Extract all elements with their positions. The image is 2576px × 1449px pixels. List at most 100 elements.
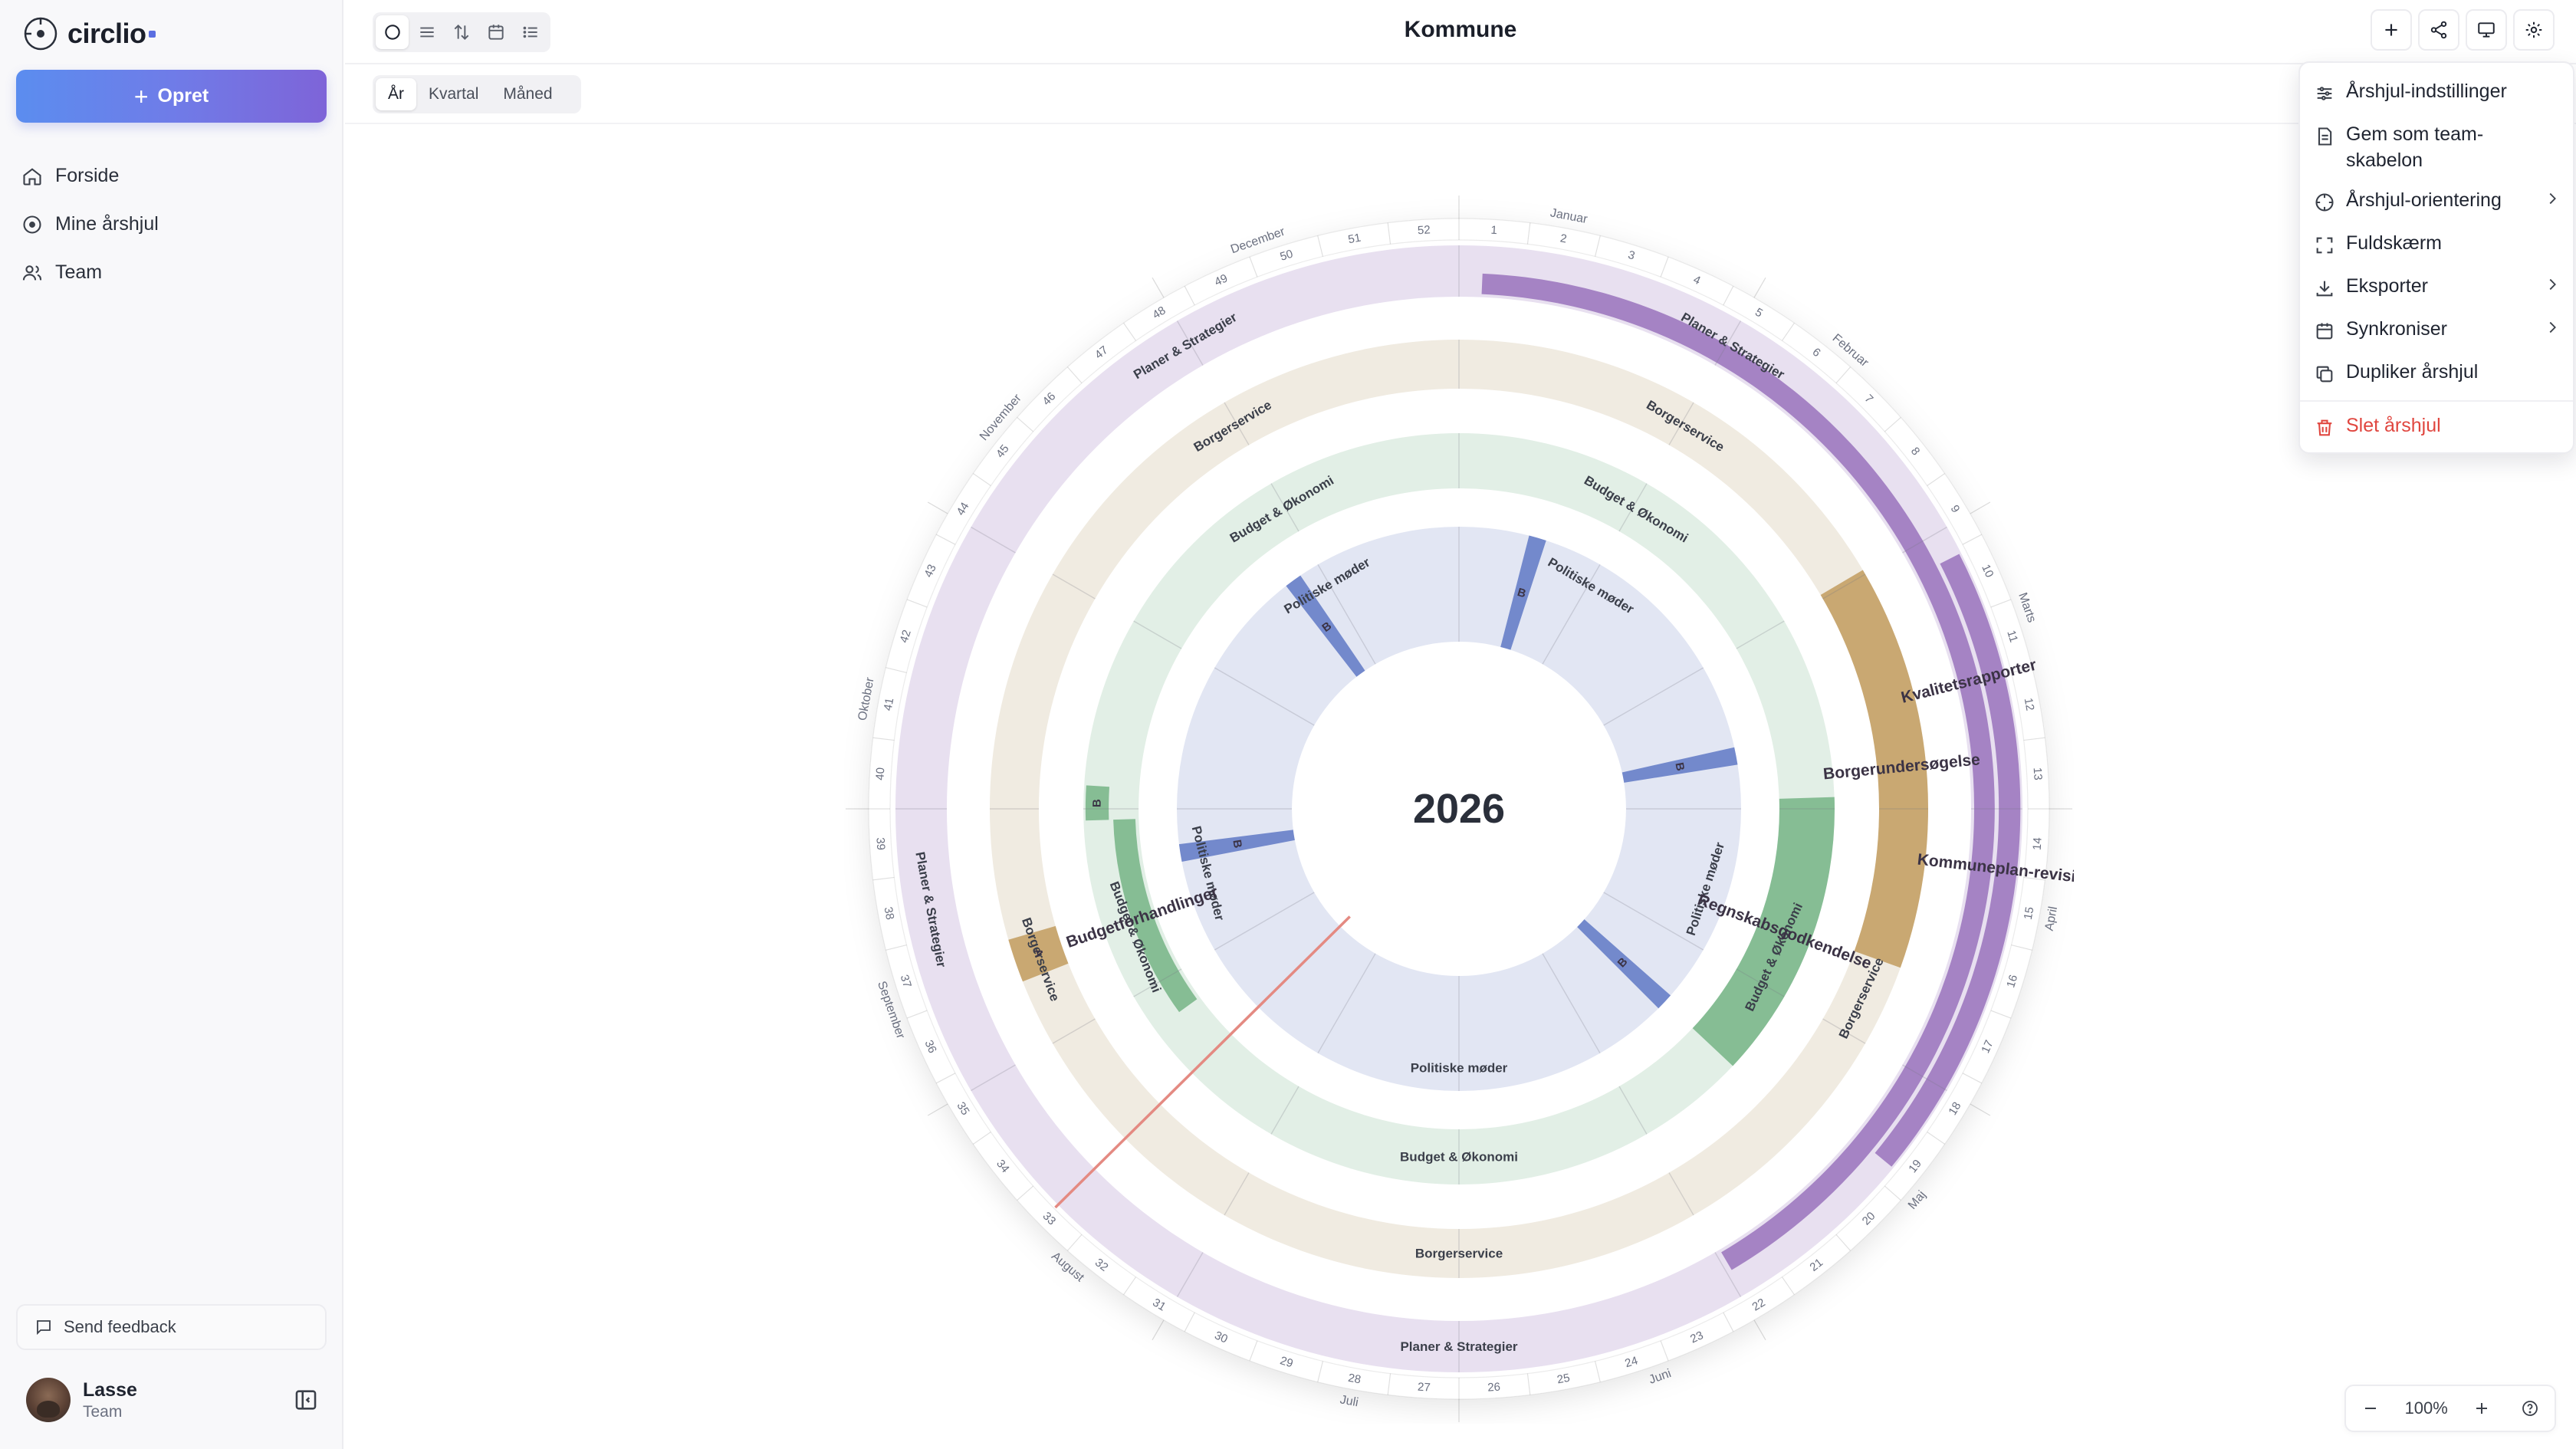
view-mode-switcher — [373, 12, 550, 52]
present-button[interactable] — [2466, 9, 2507, 51]
week-number: 44 — [954, 500, 971, 518]
month-divider — [1317, 953, 1376, 1054]
week-tick — [1066, 366, 1083, 384]
sidebar-item-forside[interactable]: Forside — [18, 152, 325, 200]
week-tick — [935, 1073, 956, 1084]
sidebar-item-mine-aarshjul[interactable]: Mine årshjul — [18, 200, 325, 248]
add-button[interactable] — [2371, 9, 2412, 51]
week-tick — [1660, 1340, 1669, 1362]
event-arc[interactable] — [1820, 570, 1928, 968]
week-number: 1 — [1490, 224, 1497, 237]
circle-dot-icon — [23, 215, 41, 234]
event-arc[interactable] — [1500, 535, 1546, 650]
event-arc[interactable] — [1286, 575, 1365, 677]
month-divider — [1902, 1064, 1947, 1092]
tab-aar[interactable]: År — [376, 78, 416, 110]
event-arc[interactable] — [1577, 919, 1671, 1009]
menu-item-slet-aarshjul[interactable]: Slet årshjul — [2300, 406, 2573, 449]
week-tick — [1526, 1373, 1531, 1395]
logo[interactable]: circlio — [23, 15, 156, 52]
week-tick — [1184, 285, 1195, 306]
event-arc[interactable] — [1622, 747, 1738, 783]
week-tick — [972, 1132, 991, 1145]
list-view-icon — [420, 27, 434, 38]
menu-item-synkroniser[interactable]: Synkroniser — [2300, 310, 2573, 353]
outline-view-button[interactable] — [514, 15, 547, 49]
menu-item-gem-som-team-skabelon[interactable]: Gem som team-skabelon — [2300, 112, 2573, 181]
plus-icon — [2476, 1403, 2488, 1414]
help-icon — [2522, 1401, 2538, 1416]
event-arc[interactable] — [1008, 925, 1069, 982]
month-tick — [927, 1103, 948, 1116]
event-label: B — [1090, 799, 1103, 807]
month-divider — [1822, 573, 1866, 600]
share-icon — [2430, 21, 2447, 39]
week-tick — [906, 599, 928, 608]
event-arc[interactable] — [1113, 819, 1198, 1013]
zoom-out-button[interactable] — [2357, 1395, 2384, 1422]
event-arc[interactable] — [1085, 785, 1110, 821]
event-arc[interactable] — [1178, 830, 1295, 862]
menu-item-dupliker-aarshjul[interactable]: Dupliker årshjul — [2300, 353, 2573, 396]
month-divider — [971, 526, 1016, 554]
month-label: Oktober — [856, 676, 877, 722]
ring-label: Budget & Økonomi — [1400, 1150, 1518, 1165]
wheel-view-button[interactable] — [376, 15, 409, 49]
month-divider — [1902, 526, 1947, 554]
menu-item-aarshjul-orientering[interactable]: Årshjul-orientering — [2300, 181, 2573, 224]
week-number: 24 — [1623, 1354, 1639, 1370]
month-divider — [971, 1064, 1016, 1092]
sidebar-item-team[interactable]: Team — [18, 248, 325, 297]
tab-maaned[interactable]: Måned — [503, 85, 553, 103]
home-icon — [23, 167, 41, 186]
week-tick — [1317, 1361, 1324, 1382]
menu-item-eksporter[interactable]: Eksporter — [2300, 267, 2573, 310]
week-tick — [2023, 737, 2045, 741]
week-tick — [872, 737, 895, 741]
menu-item-label: Årshjul-orientering — [2346, 189, 2502, 211]
month-label: Juni — [1648, 1367, 1673, 1387]
share-button[interactable] — [2418, 9, 2459, 51]
week-tick — [1884, 1185, 1901, 1201]
menu-item-label: Slet årshjul — [2346, 415, 2441, 436]
list-view-button[interactable] — [410, 15, 443, 49]
week-number: 14 — [2031, 837, 2045, 851]
week-tick — [1387, 1373, 1392, 1395]
menu-item-aarshjul-indstillinger[interactable]: Årshjul-indstillinger — [2300, 69, 2573, 112]
week-number: 22 — [1750, 1296, 1768, 1313]
chevron-right-icon — [2549, 321, 2556, 334]
sidebar-collapse-icon[interactable] — [293, 1387, 319, 1413]
menu-item-label: Årshjul-indstillinger — [2346, 80, 2507, 102]
settings-button[interactable] — [2513, 9, 2555, 51]
event-arc[interactable] — [1875, 554, 2021, 1167]
send-feedback-label: Send feedback — [64, 1317, 176, 1336]
sort-view-button[interactable] — [445, 15, 478, 49]
year-wheel[interactable]: 1234567891011121314151617181920212223242… — [844, 194, 2074, 1424]
week-tick — [1723, 1312, 1734, 1332]
ring-label: Borgerservice — [1415, 1247, 1503, 1261]
week-number: 38 — [882, 906, 897, 921]
help-button[interactable] — [2516, 1395, 2544, 1422]
user-profile[interactable]: Lasse Team — [26, 1373, 325, 1427]
send-feedback-button[interactable]: Send feedback — [16, 1304, 327, 1350]
week-number: 25 — [1556, 1372, 1571, 1387]
tab-kvartal[interactable]: Kvartal — [429, 85, 479, 103]
week-tick — [1594, 1361, 1601, 1382]
week-tick — [1317, 235, 1324, 257]
calendar-view-button[interactable] — [480, 15, 513, 49]
zoom-in-button[interactable] — [2468, 1395, 2496, 1422]
week-number: 36 — [922, 1038, 938, 1055]
event-arc[interactable] — [1692, 797, 1835, 1066]
user-info: Lasse Team — [83, 1379, 137, 1421]
month-divider — [1668, 402, 1694, 445]
month-divider — [1052, 1018, 1096, 1044]
week-tick — [1123, 322, 1136, 341]
copy-icon — [2316, 366, 2333, 383]
week-tick — [872, 876, 895, 881]
week-tick — [1782, 322, 1795, 341]
gear-icon — [2525, 21, 2542, 38]
week-tick — [1962, 534, 1983, 545]
month-divider — [1603, 667, 1704, 726]
menu-item-fuldskaerm[interactable]: Fuldskærm — [2300, 224, 2573, 267]
create-button[interactable]: + Opret — [16, 70, 327, 123]
